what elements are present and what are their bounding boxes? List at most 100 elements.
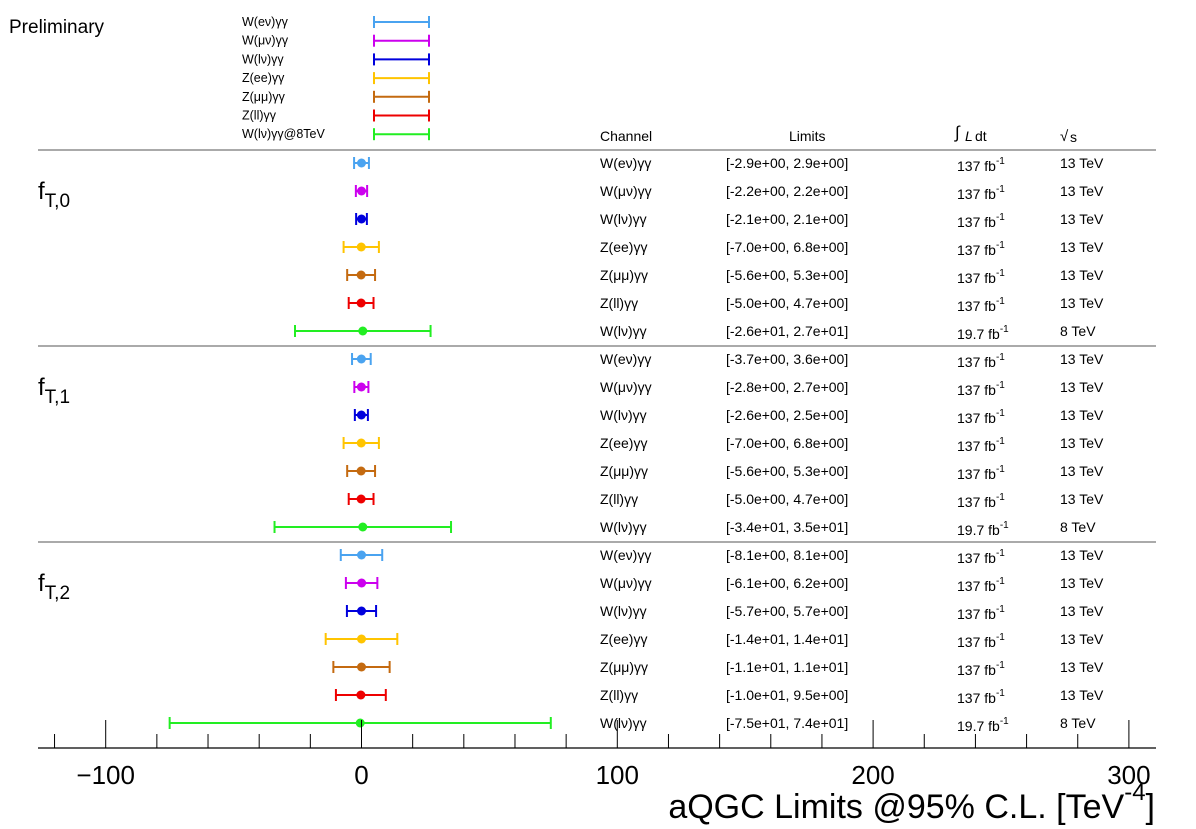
central-point: [358, 522, 368, 532]
table-limits: [-2.9e+00, 2.9e+00]: [726, 155, 848, 171]
central-point: [356, 410, 366, 420]
column-header-sqrts-radical: √: [1060, 128, 1069, 145]
table-channel: W(lν)γγ: [600, 603, 647, 619]
table-lumi: 19.7 fb-1: [957, 520, 1009, 538]
central-point: [356, 354, 366, 364]
central-point: [356, 242, 366, 252]
table-channel: W(lν)γγ: [600, 211, 647, 227]
table-limits: [-2.2e+00, 2.2e+00]: [726, 183, 848, 199]
table-lumi: 137 fb-1: [957, 212, 1005, 230]
legend-label: W(lν)γγ: [242, 52, 284, 66]
column-header-lumi-L: L: [965, 128, 973, 144]
table-limits: [-1.0e+01, 9.5e+00]: [726, 687, 848, 703]
x-tick-label: 0: [354, 760, 368, 790]
table-limits: [-6.1e+00, 6.2e+00]: [726, 575, 848, 591]
table-limits: [-2.8e+00, 2.7e+00]: [726, 379, 848, 395]
legend-label: Z(ll)γγ: [242, 109, 277, 123]
table-lumi: 137 fb-1: [957, 408, 1005, 426]
legend-label: Z(ee)γγ: [242, 71, 285, 85]
central-point: [357, 214, 366, 224]
table-energy: 13 TeV: [1060, 631, 1104, 647]
table-channel: Z(ee)γγ: [600, 239, 647, 255]
table-energy: 13 TeV: [1060, 407, 1104, 423]
table-limits: [-3.4e+01, 3.5e+01]: [726, 519, 848, 535]
table-lumi: 137 fb-1: [957, 436, 1005, 454]
legend-label: W(eν)γγ: [242, 15, 289, 29]
table-lumi: 137 fb-1: [957, 576, 1005, 594]
table-lumi: 137 fb-1: [957, 632, 1005, 650]
central-point: [356, 494, 366, 504]
table-energy: 13 TeV: [1060, 659, 1104, 675]
x-tick-label: −100: [76, 760, 135, 790]
table-energy: 13 TeV: [1060, 239, 1104, 255]
table-channel: W(lν)γγ: [600, 407, 647, 423]
x-tick-label: 300: [1107, 760, 1150, 790]
table-channel: Z(μμ)γγ: [600, 267, 648, 283]
table-channel: Z(ll)γγ: [600, 491, 638, 507]
table-channel: Z(ll)γγ: [600, 687, 638, 703]
central-point: [355, 718, 365, 728]
table-lumi: 137 fb-1: [957, 156, 1005, 174]
table-energy: 13 TeV: [1060, 183, 1104, 199]
x-axis-title: aQGC Limits @95% C.L. [TeV-4]: [668, 779, 1155, 826]
table-lumi: 137 fb-1: [957, 464, 1005, 482]
table-lumi: 137 fb-1: [957, 604, 1005, 622]
limits-table: W(eν)γγ [-2.9e+00, 2.9e+00] 137 fb-1 13 TeV…: [600, 155, 1104, 734]
table-lumi: 137 fb-1: [957, 660, 1005, 678]
x-tick-label: 100: [596, 760, 639, 790]
column-header-limits: Limits: [789, 128, 826, 144]
table-lumi: 137 fb-1: [957, 296, 1005, 314]
table-channel: Z(μμ)γγ: [600, 659, 648, 675]
table-limits: [-5.6e+00, 5.3e+00]: [726, 463, 848, 479]
table-channel: W(lν)γγ: [600, 519, 647, 535]
table-limits: [-8.1e+00, 8.1e+00]: [726, 547, 848, 563]
table-channel: W(lν)γγ: [600, 323, 647, 339]
table-limits: [-7.5e+01, 7.4e+01]: [726, 715, 848, 731]
table-limits: [-5.7e+00, 5.7e+00]: [726, 603, 848, 619]
central-point: [357, 186, 366, 196]
central-point: [356, 382, 366, 392]
table-limits: [-2.1e+00, 2.1e+00]: [726, 211, 848, 227]
table-lumi: 137 fb-1: [957, 492, 1005, 510]
central-point: [357, 550, 366, 560]
legend-label: W(μν)γγ: [242, 34, 289, 48]
table-channel: Z(ee)γγ: [600, 631, 647, 647]
table-limits: [-5.0e+00, 4.7e+00]: [726, 295, 848, 311]
table-channel: Z(ee)γγ: [600, 435, 647, 451]
central-point: [357, 606, 366, 616]
central-point: [358, 326, 368, 336]
table-limits: [-1.1e+01, 1.1e+01]: [726, 659, 848, 675]
x-axis: −100 0 100 200 300: [38, 720, 1156, 790]
table-limits: [-5.6e+00, 5.3e+00]: [726, 267, 848, 283]
table-lumi: 137 fb-1: [957, 548, 1005, 566]
central-point: [356, 466, 366, 476]
table-lumi: 137 fb-1: [957, 688, 1005, 706]
group-labels: fT,0 fT,1 fT,2: [38, 178, 70, 604]
central-point: [356, 298, 366, 308]
table-energy: 13 TeV: [1060, 295, 1104, 311]
table-channel: Z(μμ)γγ: [600, 463, 648, 479]
table-limits: [-3.7e+00, 3.6e+00]: [726, 351, 848, 367]
column-header-channel: Channel: [600, 128, 652, 144]
table-lumi: 137 fb-1: [957, 380, 1005, 398]
preliminary-label: Preliminary: [9, 17, 105, 38]
table-lumi: 137 fb-1: [957, 352, 1005, 370]
table-energy: 13 TeV: [1060, 435, 1104, 451]
group-separators: [38, 149, 1156, 543]
central-point: [357, 158, 366, 168]
column-header-lumi-integral: ∫: [954, 123, 961, 142]
table-lumi: 137 fb-1: [957, 184, 1005, 202]
table-energy: 13 TeV: [1060, 379, 1104, 395]
table-energy: 13 TeV: [1060, 603, 1104, 619]
table-energy: 13 TeV: [1060, 267, 1104, 283]
table-energy: 13 TeV: [1060, 491, 1104, 507]
central-point: [357, 662, 366, 672]
table-energy: 13 TeV: [1060, 547, 1104, 563]
table-energy: 13 TeV: [1060, 687, 1104, 703]
central-point: [357, 578, 367, 588]
table-limits: [-7.0e+00, 6.8e+00]: [726, 239, 848, 255]
table-limits: [-5.0e+00, 4.7e+00]: [726, 491, 848, 507]
table-energy: 13 TeV: [1060, 211, 1104, 227]
column-header-sqrts: √ s: [1060, 128, 1077, 145]
